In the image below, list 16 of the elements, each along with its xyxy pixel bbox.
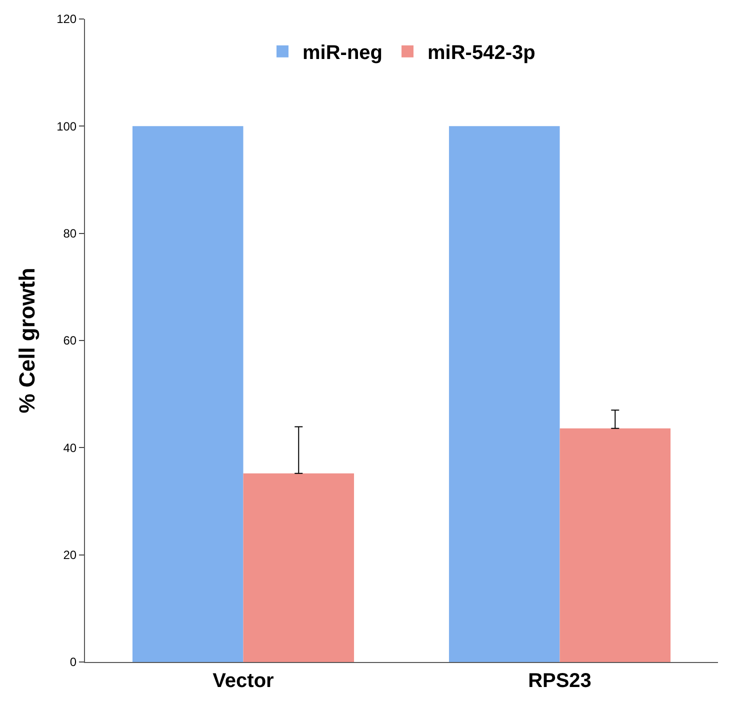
y-tick-label: 100: [56, 119, 77, 134]
bar: [132, 126, 244, 662]
bar: [448, 126, 560, 662]
bar: [560, 428, 671, 662]
y-tick-label: 120: [56, 12, 77, 26]
y-axis-title: % Cell growth: [14, 268, 40, 414]
x-tick-label: Vector: [212, 670, 274, 692]
y-tick-label: 0: [70, 655, 77, 670]
y-tick-label: 60: [63, 334, 77, 348]
y-tick-label: 40: [63, 440, 77, 455]
x-tick-label: RPS23: [528, 670, 592, 692]
y-tick-label: 80: [63, 226, 77, 241]
y-tick-label: 20: [63, 548, 77, 562]
legend-label: miR-542-3p: [428, 42, 536, 64]
bar: [243, 473, 354, 662]
legend-label: miR-neg: [302, 42, 382, 64]
